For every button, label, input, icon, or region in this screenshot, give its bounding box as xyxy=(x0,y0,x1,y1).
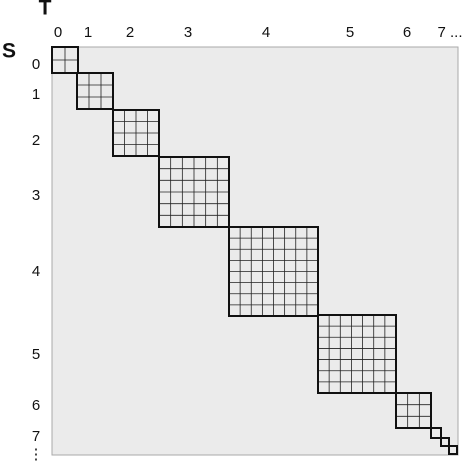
row-label: 1 xyxy=(32,86,40,103)
row-label: 6 xyxy=(32,397,40,414)
row-label: 3 xyxy=(32,187,40,204)
column-label: 6 xyxy=(403,24,411,41)
block xyxy=(158,156,230,228)
column-label: 7 ... xyxy=(437,24,462,41)
row-label: 4 xyxy=(32,263,40,280)
row-label: 0 xyxy=(32,56,40,73)
row-label: 7 xyxy=(32,428,40,445)
column-title: T xyxy=(39,0,52,20)
row-label: 2 xyxy=(32,132,40,149)
row-title: S xyxy=(2,40,16,63)
block xyxy=(76,72,114,110)
matrix-background xyxy=(51,46,459,456)
block xyxy=(430,427,442,439)
row-label: ⋮ xyxy=(29,446,44,463)
column-label: 4 xyxy=(262,24,270,41)
block xyxy=(228,226,319,317)
block xyxy=(395,392,432,429)
block xyxy=(440,437,450,447)
column-label: 5 xyxy=(346,24,354,41)
row-label: 5 xyxy=(32,346,40,363)
block xyxy=(448,445,458,455)
column-label: 0 xyxy=(54,24,62,41)
block xyxy=(51,46,79,74)
column-label: 2 xyxy=(126,24,134,41)
block xyxy=(317,314,397,394)
column-label: 3 xyxy=(184,24,192,41)
block xyxy=(112,109,160,157)
column-label: 1 xyxy=(84,24,92,41)
